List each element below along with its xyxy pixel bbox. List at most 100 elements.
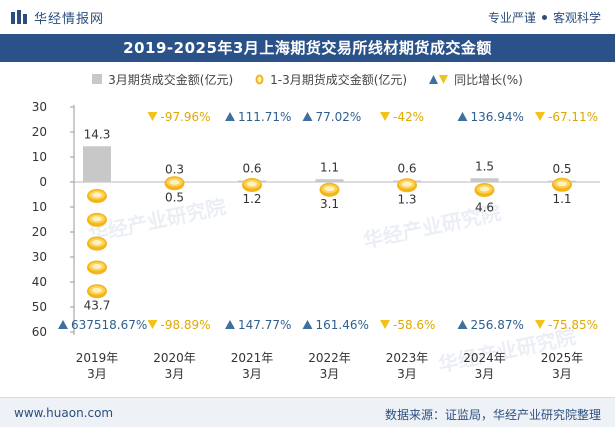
dot-icon [541,15,547,20]
legend-cumulative[interactable]: 1-3月期货成交金额(亿元) [255,71,407,88]
yoy-monthly-label: 77.02% [316,110,362,124]
yoy-monthly-marker: -97.96% [147,110,211,124]
x-tick-label: 2020年 3月 [153,351,196,381]
coin-center [92,192,102,198]
coin-center [557,181,567,187]
cumulative-coin [552,177,572,192]
yoy-cumulative-marker: 256.87% [457,318,524,332]
yoy-monthly-label: -97.96% [161,110,211,124]
cumulative-value-label: 1.2 [242,192,261,206]
updown-triangle-icon [429,74,449,84]
monthly-value-label: 0.5 [552,162,571,176]
coin-center [402,181,412,187]
monthly-value-label: 0.3 [165,162,184,176]
legend-yoy[interactable]: 同比增长(%) [429,71,523,88]
cumulative-coin [164,176,185,191]
up-triangle-icon [457,320,468,329]
coin-center [92,287,102,293]
cumulative-coin [397,178,417,193]
coin-center [92,263,102,269]
yoy-cumulative-label: 147.77% [238,318,291,332]
coin-center [247,181,257,187]
coin-center [324,186,335,192]
cumulative-coin [87,260,107,275]
x-tick-label: 2021年 3月 [231,351,274,381]
y-tick-label: 50 [32,300,47,314]
x-tick-label: 2024年 3月 [463,351,506,381]
cumulative-value-label: 1.1 [552,192,571,206]
cumulative-coin [87,284,107,299]
footer-bar: www.huaon.com 数据来源：证监局，华经产业研究院整理 [0,397,615,427]
yoy-cumulative-marker: -98.89% [147,318,211,332]
monthly-value-label: 14.3 [84,127,111,141]
monthly-bar [315,179,344,182]
y-tick-label: 20 [32,125,47,139]
y-tick-label: 20 [32,225,47,239]
legend-swatch-square [92,74,103,84]
yoy-cumulative-marker: 161.46% [302,318,369,332]
tagline-right: 客观科学 [552,11,601,25]
yoy-cumulative-marker: -75.85% [535,318,598,332]
legend-monthly-label: 3月期货成交金额(亿元) [108,72,234,87]
down-triangle-icon [535,112,545,121]
down-triangle-icon [535,320,545,329]
coin-center [479,186,490,192]
tagline-left: 专业严谨 [487,11,536,25]
yoy-cumulative-marker: 637518.67% [58,318,147,332]
tagline: 专业严谨 客观科学 [488,9,601,26]
cumulative-value-label: 43.7 [84,298,111,312]
down-triangle-icon [380,112,390,121]
cumulative-value-label: 1.3 [397,192,416,206]
x-tick-label: 2019年 3月 [76,351,119,381]
cumulative-coin [87,189,107,203]
coin-icon [255,74,264,84]
header-bar: 华经情报网 专业严谨 客观科学 [0,0,615,34]
cumulative-coin [242,178,262,192]
x-tick-label: 2025年 3月 [541,351,584,381]
y-tick-label: 30 [32,100,47,114]
footer-site-link[interactable]: www.huaon.com [14,406,114,420]
monthly-value-label: 0.6 [242,162,261,176]
cumulative-coin [474,183,495,197]
y-tick-label: 10 [32,150,47,164]
yoy-cumulative-marker: -58.6% [380,318,435,332]
footer-source: 数据来源：证监局，华经产业研究院整理 [384,408,601,422]
monthly-value-label: 0.6 [397,162,416,176]
x-tick-label: 2022年 3月 [308,351,351,381]
cumulative-coin [319,182,340,197]
yoy-monthly-label: -42% [393,110,424,124]
y-tick-label: 40 [32,275,47,289]
brand-name: 华经情报网 [34,11,105,27]
y-tick-label: 30 [32,250,47,264]
coin-center [92,216,102,222]
yoy-monthly-marker: 111.71% [225,110,291,124]
yoy-cumulative-label: 637518.67% [71,318,147,332]
up-triangle-icon [302,112,313,121]
up-triangle-icon [302,320,313,329]
y-tick-label: 0 [39,175,47,189]
yoy-monthly-marker: -67.11% [535,110,598,124]
yoy-monthly-label: 111.71% [238,110,291,124]
yoy-monthly-marker: 77.02% [302,110,362,124]
legend-monthly[interactable]: 3月期货成交金额(亿元) [92,71,233,88]
cumulative-value-label: 4.6 [475,201,494,215]
coin-center [169,179,180,185]
yoy-monthly-marker: 136.94% [457,110,524,124]
coin-center [92,240,102,246]
yoy-cumulative-marker: 147.77% [225,318,291,332]
monthly-value-label: 1.5 [475,159,494,173]
logo-icon [11,10,27,24]
up-triangle-icon [58,320,68,329]
down-triangle-icon [380,320,390,329]
yoy-cumulative-label: -98.89% [161,318,211,332]
x-tick-label: 2023年 3月 [386,351,429,381]
monthly-bar [470,178,499,182]
monthly-value-label: 1.1 [320,160,339,174]
brand-logo[interactable]: 华经情报网 [10,8,105,27]
yoy-cumulative-label: -75.85% [548,318,598,332]
cumulative-value-label: 0.5 [165,190,184,204]
chart-legend: 3月期货成交金额(亿元) 1-3月期货成交金额(亿元) 同比增长(%) [0,68,615,90]
yoy-cumulative-label: 161.46% [316,318,369,332]
watermark-0: 华经产业研究院 [86,194,228,247]
